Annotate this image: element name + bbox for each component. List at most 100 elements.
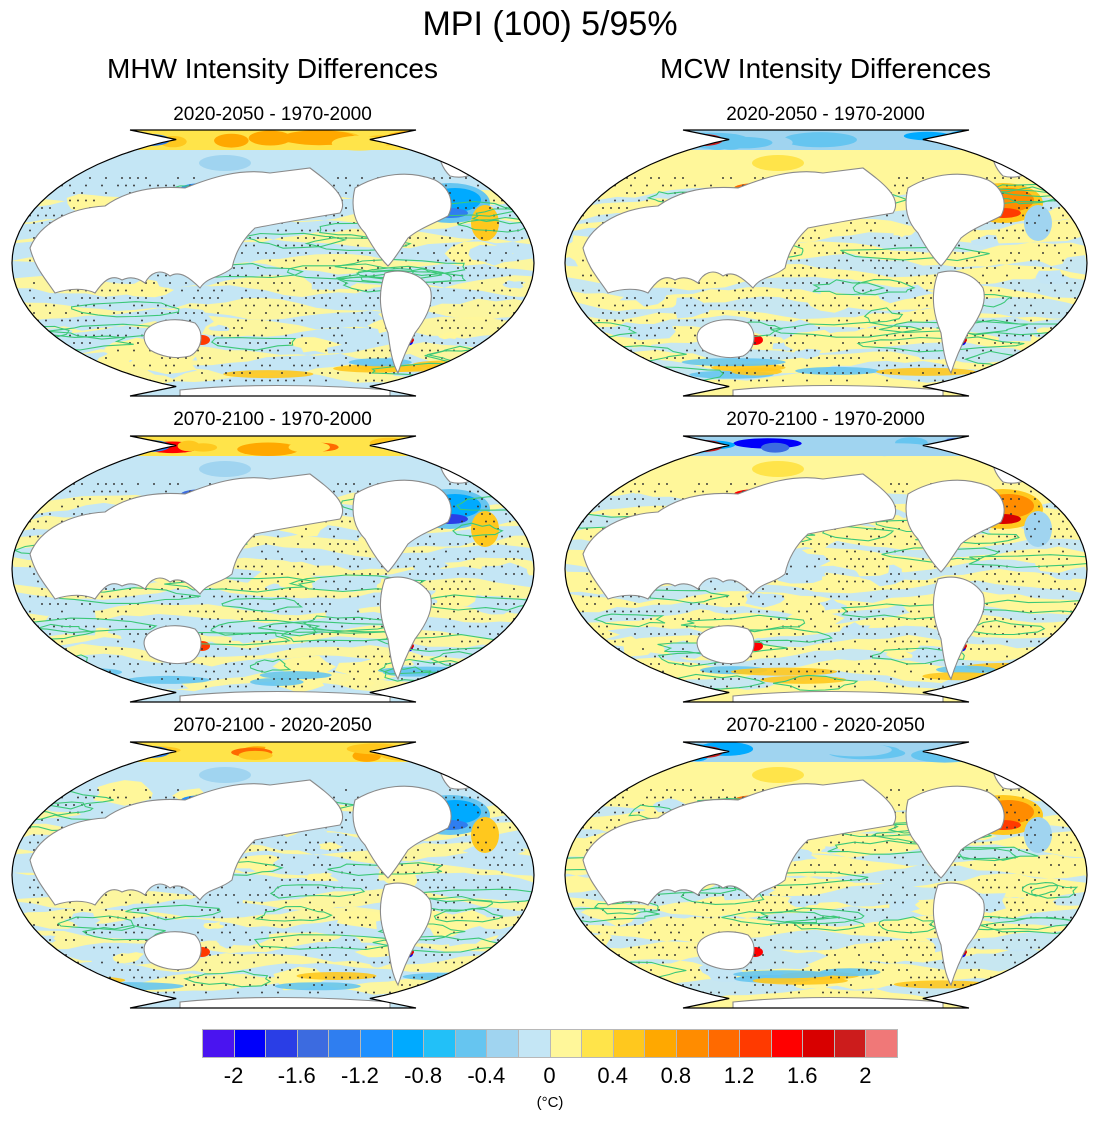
southern-ocean-anomaly: [922, 672, 995, 681]
anomaly-patch: [793, 348, 822, 360]
arctic-anomaly-patch: [214, 133, 249, 148]
anomaly-patch: [853, 562, 890, 577]
arctic-anomaly-patch: [238, 750, 273, 760]
anomaly-band: [565, 929, 1087, 952]
nw-pacific-anomaly: [199, 767, 251, 783]
arctic-anomaly-patch: [177, 440, 200, 452]
anomaly-patch: [63, 911, 101, 929]
colorbar-swatch: [549, 1029, 583, 1058]
colorbar-swatch: [739, 1029, 772, 1058]
map-border: [11, 129, 535, 397]
anomaly-patch: [437, 332, 462, 340]
arctic-anomaly-patch: [670, 444, 714, 454]
arctic-anomaly-patch: [264, 742, 335, 757]
arctic-anomaly-patch: [911, 748, 979, 763]
anomaly-patch: [985, 321, 1051, 342]
hotspot: [406, 746, 434, 758]
colorbar-swatch: [517, 1029, 551, 1058]
hotspot: [959, 746, 987, 758]
southern-ocean-anomaly: [731, 367, 782, 376]
landmasses: [29, 145, 489, 396]
anomaly-band: [565, 647, 1087, 670]
anomaly-patch: [970, 234, 999, 248]
colorbar-swatch: [328, 1029, 361, 1058]
southern-ocean-anomaly: [259, 671, 332, 680]
anomaly-patch: [340, 677, 376, 689]
arctic-anomaly-patch: [821, 744, 863, 754]
anomaly-patch: [1050, 341, 1079, 352]
anomaly-patch: [889, 898, 920, 912]
anomaly-patch: [112, 952, 145, 964]
anomaly-patch: [468, 244, 517, 266]
anomaly-patch: [618, 288, 669, 307]
colorbar-swatch: [296, 1029, 330, 1058]
colorbar-tick-label: -2: [223, 1063, 244, 1088]
map-panel-mhw-2020-2050: [11, 129, 535, 397]
panel-title: 2070-2100 - 2020-2050: [173, 715, 372, 736]
anomaly-band: [12, 930, 534, 954]
colorbar-tick-label: -0.4: [467, 1063, 506, 1088]
nw-pacific-anomaly: [752, 461, 804, 477]
southern-ocean-anomaly: [819, 968, 881, 977]
hotspot: [683, 746, 723, 758]
arctic-anomaly-patch: [774, 744, 810, 759]
panel-title: 2020-2050 - 1970-2000: [173, 104, 372, 125]
nw-pacific-anomaly: [752, 155, 804, 171]
colorbar-swatch: [202, 1029, 235, 1058]
anomaly-patch: [885, 648, 913, 660]
arctic-anomaly-patch: [761, 442, 790, 453]
colorbar-swatch: [391, 1029, 425, 1058]
landmasses: [582, 145, 1042, 396]
colorbar-swatch: [644, 1029, 677, 1058]
southern-ocean-anomaly: [274, 982, 361, 991]
column-title-mhw: MHW Intensity Differences: [107, 53, 438, 84]
southern-ocean-anomaly: [37, 975, 111, 984]
anomaly-patch: [208, 324, 230, 331]
southern-ocean-anomaly: [733, 970, 834, 979]
anomaly-patch: [236, 633, 258, 640]
colorbar-tick-label: 0.4: [597, 1063, 628, 1088]
map-border: [11, 435, 535, 703]
anomaly-patch: [232, 854, 281, 873]
anomaly-band: [565, 883, 1087, 907]
colorbar-swatch: [423, 1029, 456, 1058]
hotspot: [959, 440, 987, 452]
colorbar-swatch: [359, 1029, 393, 1058]
anomaly-patch: [480, 562, 531, 584]
arctic-anomaly-patch: [386, 130, 457, 143]
column-title-mcw: MCW Intensity Differences: [660, 53, 991, 84]
anomaly-patch: [565, 363, 620, 387]
anomaly-patch: [1035, 270, 1070, 285]
anomaly-patch: [969, 879, 992, 889]
anomaly-patch: [1045, 366, 1069, 374]
southern-ocean-anomaly: [126, 675, 210, 684]
southern-ocean-anomaly: [681, 358, 786, 367]
anomaly-patch: [367, 957, 393, 968]
southern-ocean-anomaly: [296, 971, 377, 980]
arctic-anomaly-patch: [697, 742, 754, 756]
arctic-anomaly-patch: [870, 443, 898, 457]
arctic-anomaly-patch: [407, 743, 430, 758]
colorbar-swatch: [486, 1029, 519, 1058]
anomaly-patch: [909, 346, 952, 360]
anomaly-patch: [264, 583, 287, 592]
landmasses: [29, 451, 489, 702]
arctic-anomaly-patch: [945, 130, 1012, 145]
nw-pacific-anomaly: [199, 155, 251, 171]
map-border: [11, 741, 535, 1009]
colorbar-units: (°C): [536, 1094, 564, 1111]
colorbar-tick-label: 0.8: [660, 1063, 692, 1088]
arctic-anomaly-patch: [288, 441, 330, 453]
anomaly-patch: [230, 623, 249, 631]
colorbar-tick-label: -0.8: [404, 1063, 443, 1088]
arctic-anomaly-patch: [952, 438, 993, 451]
landmasses: [29, 757, 489, 1008]
anomaly-patch: [1014, 892, 1061, 911]
anomaly-patch: [16, 638, 53, 651]
anomaly-patch: [434, 923, 490, 947]
southern-ocean-anomaly: [730, 667, 838, 676]
arctic-anomaly-patch: [941, 437, 972, 450]
anomaly-patch: [877, 284, 935, 304]
southern-ocean-anomaly: [876, 367, 976, 376]
colorbar-swatch: [865, 1029, 899, 1058]
